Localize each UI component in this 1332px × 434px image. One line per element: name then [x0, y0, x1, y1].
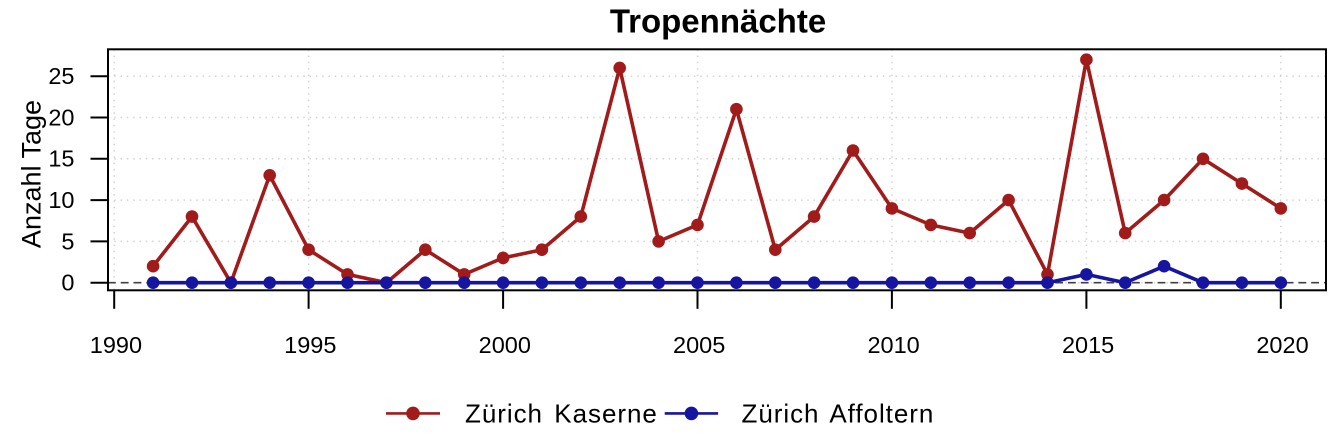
- svg-text:2000: 2000: [479, 332, 531, 358]
- svg-text:1990: 1990: [90, 332, 142, 358]
- svg-text:2015: 2015: [1062, 332, 1114, 358]
- svg-text:Zürich Affoltern: Zürich Affoltern: [742, 398, 935, 428]
- svg-text:2020: 2020: [1256, 332, 1308, 358]
- svg-text:Anzahl Tage: Anzahl Tage: [17, 100, 47, 248]
- svg-text:2005: 2005: [673, 332, 725, 358]
- svg-text:2010: 2010: [867, 332, 919, 358]
- svg-text:10: 10: [48, 187, 74, 213]
- svg-text:0: 0: [61, 270, 74, 296]
- svg-text:25: 25: [48, 63, 74, 89]
- svg-text:20: 20: [48, 104, 74, 130]
- svg-text:5: 5: [61, 228, 74, 254]
- svg-text:Tropennächte: Tropennächte: [610, 2, 826, 39]
- svg-text:1995: 1995: [284, 332, 336, 358]
- svg-text:15: 15: [48, 146, 74, 172]
- svg-text:Zürich Kaserne: Zürich Kaserne: [465, 398, 658, 428]
